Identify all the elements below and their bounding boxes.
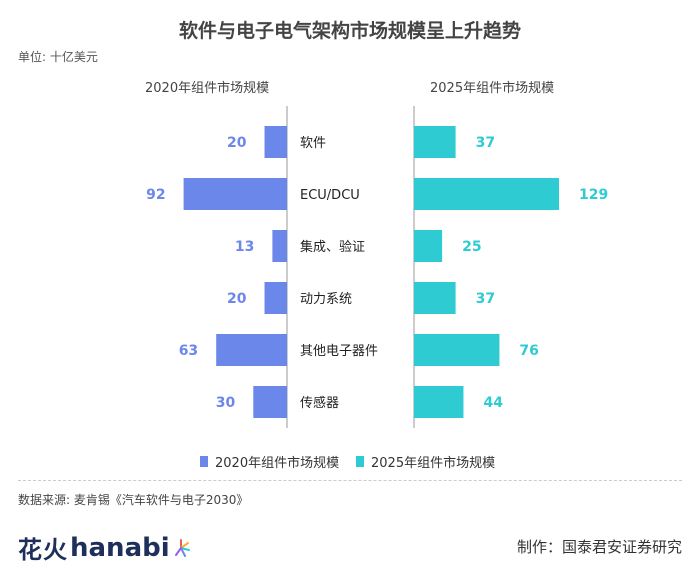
unit-label: 单位: 十亿美元 — [18, 50, 98, 64]
right-panel-heading: 2025年组件市场规模 — [430, 81, 555, 96]
bar-2020-3 — [264, 282, 287, 314]
data-label-2020-3: 20 — [227, 291, 247, 307]
firework-icon — [174, 538, 190, 557]
data-label-2020-2: 13 — [235, 239, 254, 255]
category-label-1: ECU/DCU — [300, 188, 360, 203]
brand-logo: 花火 hanabi — [18, 530, 190, 565]
legend-item-2020: 2020年组件市场规模 — [200, 452, 339, 471]
chart-title: 软件与电子电气架构市场规模呈上升趋势 — [178, 20, 521, 42]
data-label-2025-4: 76 — [519, 343, 538, 359]
butterfly-bar-chart: 20 37 软件 92 129 ECU/DCU 13 25 集成、验证 20 37 动力系统 63 76 其… — [146, 106, 608, 428]
category-label-4: 其他电子器件 — [300, 344, 378, 359]
legend-label-2020: 2020年组件市场规模 — [215, 456, 340, 471]
data-label-2025-2: 25 — [462, 239, 481, 255]
bar-2025-4 — [414, 334, 500, 366]
category-label-0: 软件 — [300, 136, 326, 151]
bar-2025-2 — [414, 230, 443, 262]
data-label-2020-5: 30 — [216, 395, 236, 411]
bar-2020-0 — [264, 126, 287, 158]
legend-item-2025: 2025年组件市场规模 — [356, 452, 495, 471]
bar-2025-1 — [414, 178, 559, 210]
brand-logo-en: hanabi — [70, 532, 170, 563]
left-panel-heading: 2020年组件市场规模 — [145, 81, 270, 96]
legend-label-2025: 2025年组件市场规模 — [371, 456, 496, 471]
data-source: 数据来源: 麦肯锡《汽车软件与电子2030》 — [18, 493, 249, 507]
brand-logo-zh: 花火 — [18, 536, 68, 564]
data-label-2020-4: 63 — [179, 343, 198, 359]
bar-2025-5 — [414, 386, 464, 418]
bar-2020-2 — [272, 230, 287, 262]
bar-2025-3 — [414, 282, 456, 314]
data-label-2020-0: 20 — [227, 135, 247, 151]
data-label-2020-1: 92 — [146, 187, 165, 203]
category-label-5: 传感器 — [300, 395, 339, 411]
data-label-2025-5: 44 — [483, 395, 503, 411]
data-label-2025-0: 37 — [476, 135, 495, 151]
bar-2025-0 — [414, 126, 456, 158]
category-label-3: 动力系统 — [300, 292, 352, 307]
footer-divider — [18, 480, 682, 481]
legend-swatch-2020 — [200, 456, 208, 467]
bar-2020-5 — [253, 386, 287, 418]
data-label-2025-3: 37 — [476, 291, 495, 307]
legend-swatch-2025 — [356, 456, 364, 467]
bar-2020-1 — [183, 178, 287, 210]
credit-text: 制作：国泰君安证券研究 — [516, 538, 682, 556]
data-label-2025-1: 129 — [579, 187, 608, 203]
bar-2020-4 — [216, 334, 287, 366]
category-label-2: 集成、验证 — [300, 239, 365, 255]
